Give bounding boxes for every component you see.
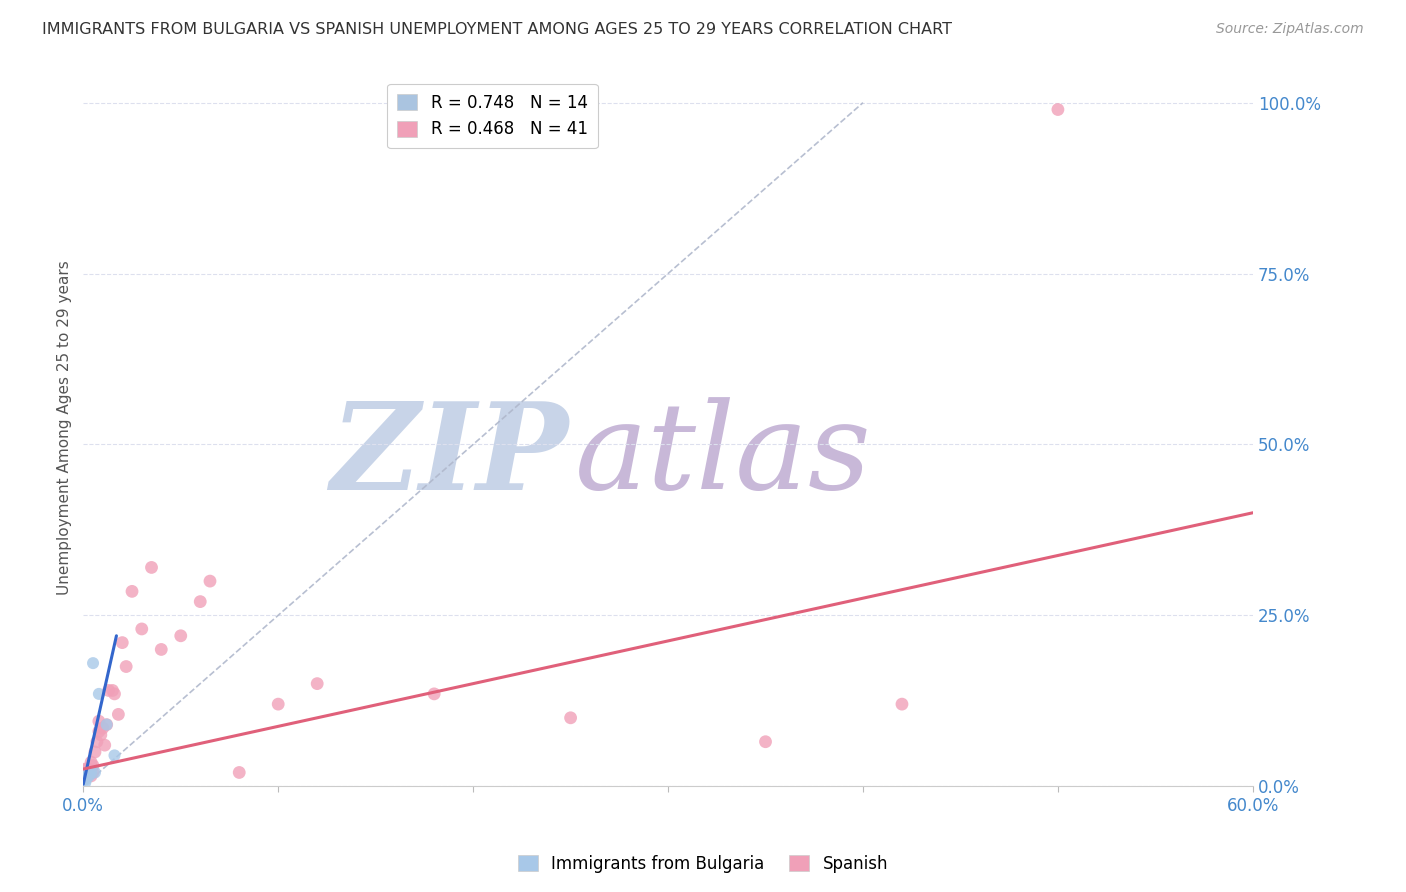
Y-axis label: Unemployment Among Ages 25 to 29 years: Unemployment Among Ages 25 to 29 years [58, 260, 72, 595]
Point [75, 762, 97, 776]
Point [73, 772, 96, 787]
Point [77, 762, 100, 776]
Point [84, 765, 107, 780]
Point [80, 765, 103, 780]
Point [82, 765, 104, 780]
Point [91, 721, 114, 735]
Point [87, 687, 110, 701]
Point [80, 769, 103, 783]
Legend: Immigrants from Bulgaria, Spanish: Immigrants from Bulgaria, Spanish [512, 848, 894, 880]
Point [111, 635, 134, 649]
Point [103, 687, 125, 701]
Point [141, 560, 163, 574]
Legend: R = 0.748   N = 14, R = 0.468   N = 41: R = 0.748 N = 14, R = 0.468 N = 41 [388, 84, 598, 148]
Point [103, 748, 125, 763]
Text: Source: ZipAtlas.com: Source: ZipAtlas.com [1216, 22, 1364, 37]
Point [560, 711, 582, 725]
Text: ZIP: ZIP [330, 397, 568, 516]
Point [150, 642, 173, 657]
Point [131, 622, 153, 636]
Point [75, 775, 97, 789]
Point [76, 769, 98, 783]
Point [101, 683, 124, 698]
Point [82, 656, 104, 670]
Point [75, 769, 97, 783]
Point [77, 765, 100, 780]
Point [90, 728, 112, 742]
Point [76, 765, 98, 780]
Point [228, 765, 250, 780]
Point [77, 765, 100, 780]
Point [107, 707, 129, 722]
Point [75, 772, 97, 787]
Point [76, 769, 98, 783]
Point [267, 697, 290, 711]
Point [75, 769, 97, 783]
Point [80, 756, 103, 770]
Text: atlas: atlas [575, 397, 872, 515]
Point [87, 714, 110, 729]
Point [75, 765, 97, 780]
Point [188, 594, 211, 608]
Point [82, 758, 104, 772]
Point [77, 769, 100, 783]
Point [891, 697, 914, 711]
Point [97, 683, 120, 698]
Point [423, 687, 446, 701]
Point [96, 717, 118, 731]
Point [121, 584, 143, 599]
Point [1046, 103, 1069, 117]
Point [93, 738, 115, 752]
Point [754, 735, 776, 749]
Point [115, 659, 138, 673]
Point [76, 762, 98, 776]
Text: IMMIGRANTS FROM BULGARIA VS SPANISH UNEMPLOYMENT AMONG AGES 25 TO 29 YEARS CORRE: IMMIGRANTS FROM BULGARIA VS SPANISH UNEM… [42, 22, 952, 37]
Point [73, 765, 96, 780]
Point [170, 629, 193, 643]
Point [87, 724, 110, 739]
Point [86, 735, 108, 749]
Point [96, 717, 118, 731]
Point [307, 676, 329, 690]
Point [198, 574, 221, 588]
Point [84, 745, 107, 759]
